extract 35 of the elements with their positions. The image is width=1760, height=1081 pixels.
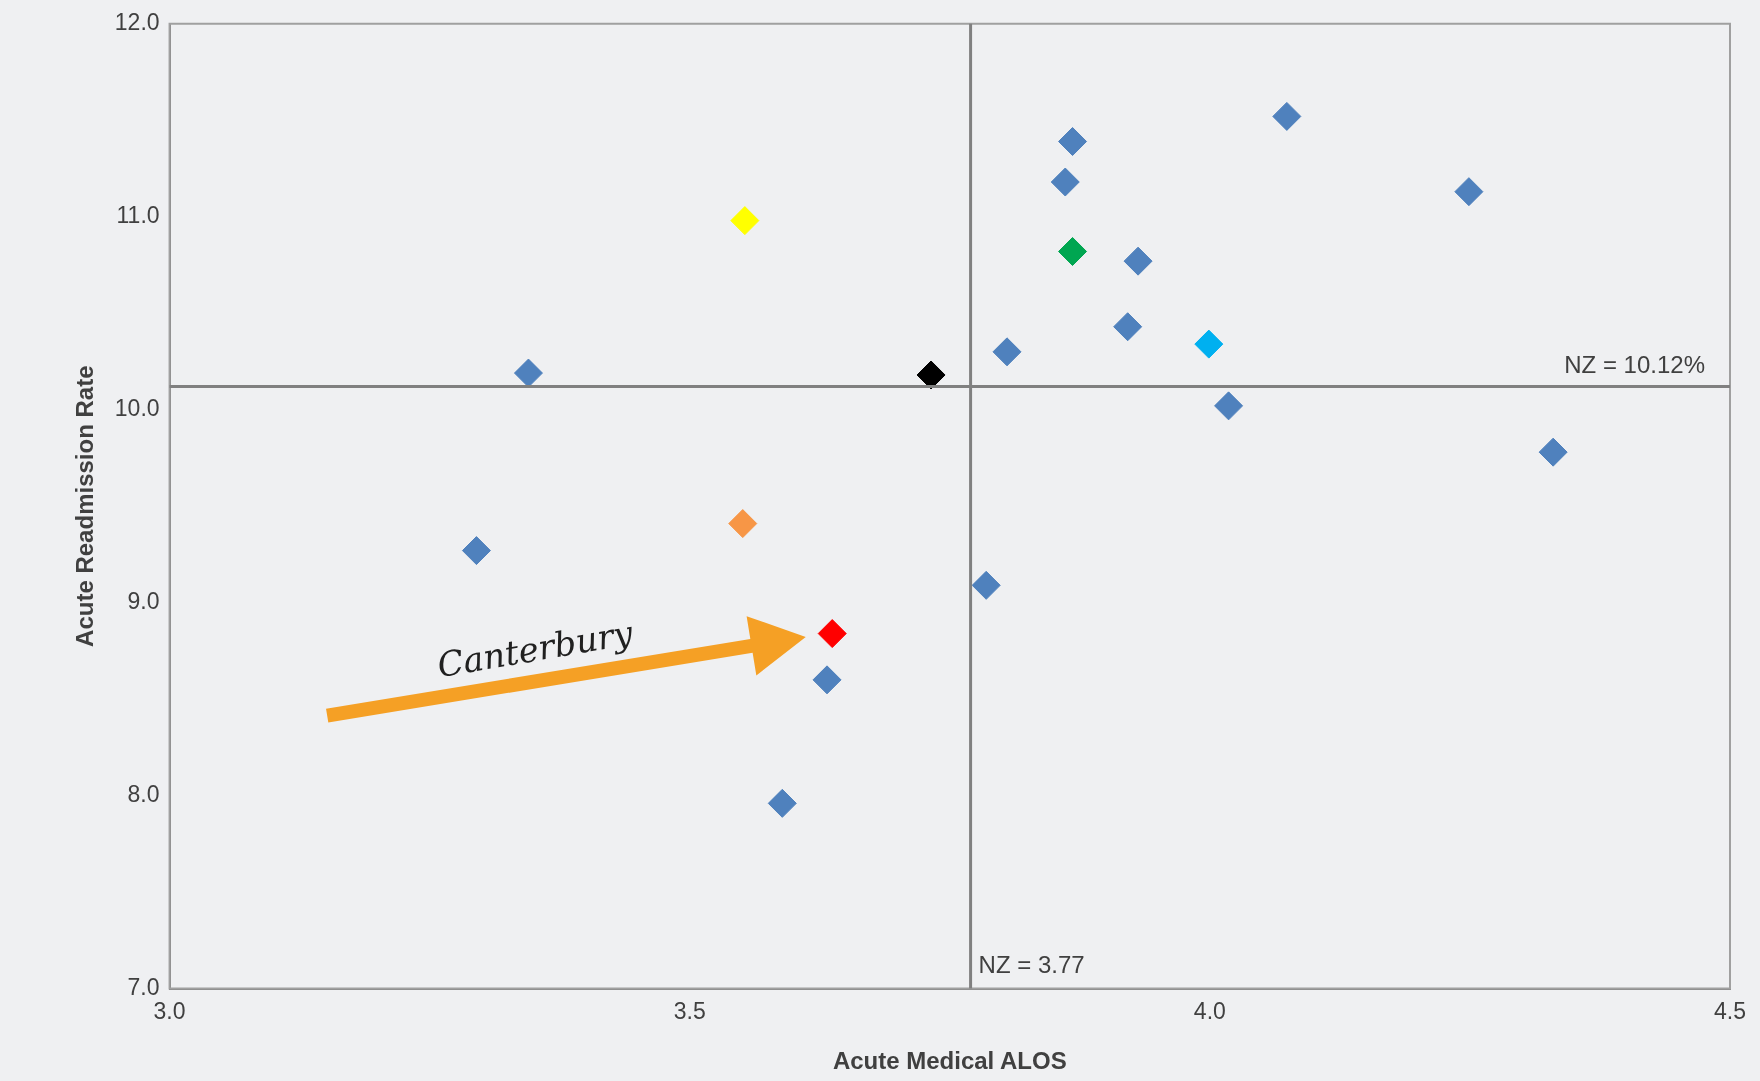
y-axis-title: Acute Readmission Rate (71, 365, 99, 647)
x-tick-label: 3.0 (153, 997, 186, 1024)
point (971, 570, 1001, 600)
point (916, 360, 946, 390)
y-tick-label: 9.0 (127, 588, 160, 615)
point (461, 536, 491, 566)
ref-line-label: NZ = 3.77 (978, 951, 1085, 979)
y-tick-label: 8.0 (127, 780, 160, 807)
point (817, 619, 847, 649)
x-tick-label: 4.0 (1193, 997, 1226, 1024)
point (1058, 127, 1088, 157)
ref-line-label: NZ = 10.12% (1564, 351, 1705, 379)
point (1050, 167, 1080, 197)
point (1058, 236, 1088, 266)
point (1113, 312, 1143, 342)
x-tick-label: 4.5 (1714, 997, 1746, 1024)
point (767, 788, 797, 818)
y-tick-label: 11.0 (116, 202, 160, 229)
point (730, 206, 760, 236)
point (1214, 391, 1244, 421)
annotation: Canterbury (434, 612, 637, 686)
y-tick-label: 7.0 (127, 973, 160, 1000)
point (992, 337, 1022, 367)
point (513, 358, 543, 388)
x-tick-label: 3.5 (673, 997, 706, 1024)
y-tick-label: 12.0 (114, 9, 160, 36)
point (1454, 177, 1484, 207)
point (812, 665, 842, 695)
point (1194, 329, 1224, 359)
point (728, 509, 758, 539)
x-axis-title: Acute Medical ALOS (832, 1047, 1067, 1075)
point (1272, 101, 1302, 131)
point (1123, 246, 1153, 276)
point (1538, 437, 1568, 467)
y-tick-label: 10.0 (114, 395, 160, 422)
